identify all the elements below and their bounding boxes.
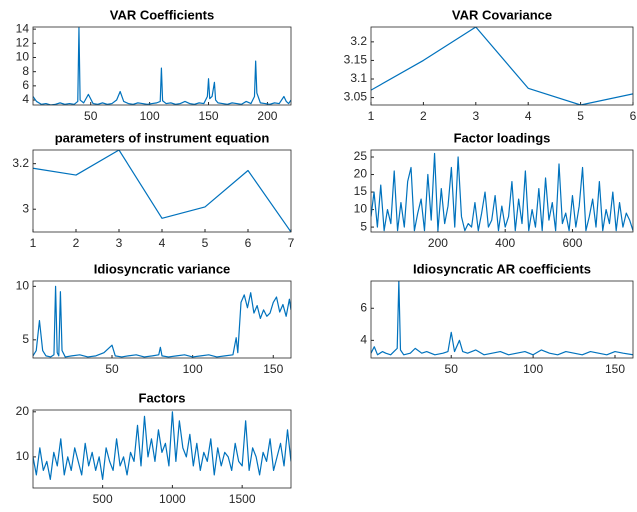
x-tick-label: 600 <box>562 236 582 250</box>
x-tick-label: 150 <box>605 362 625 376</box>
data-line <box>33 150 291 232</box>
x-tick-label: 2 <box>420 109 427 123</box>
data-line <box>371 27 633 105</box>
y-tick-label: 3.15 <box>344 53 368 67</box>
subplot-title: Idiosyncratic AR coefficients <box>413 261 591 276</box>
y-tick-label: 4 <box>22 92 29 106</box>
y-tick-label: 4 <box>360 333 367 347</box>
data-line <box>33 411 291 481</box>
x-tick-label: 100 <box>523 362 543 376</box>
axes-background <box>371 150 633 232</box>
x-tick-label: 7 <box>288 236 295 250</box>
data-line <box>33 285 291 358</box>
axes-background <box>33 281 291 358</box>
x-tick-label: 100 <box>183 362 203 376</box>
x-tick-label: 500 <box>93 492 113 506</box>
x-tick-label: 1 <box>368 109 375 123</box>
y-tick-label: 3.1 <box>350 71 367 85</box>
y-tick-label: 8 <box>22 64 29 78</box>
x-tick-label: 150 <box>263 362 283 376</box>
y-tick-label: 15 <box>354 184 368 198</box>
y-tick-label: 6 <box>22 78 29 92</box>
y-tick-label: 10 <box>16 449 30 463</box>
subplot-title: Factor loadings <box>454 130 551 145</box>
axes-background <box>371 281 633 358</box>
y-tick-label: 6 <box>360 300 367 314</box>
axes-box <box>370 149 634 233</box>
x-tick-label: 5 <box>202 236 209 250</box>
y-tick-label: 14 <box>16 21 30 35</box>
x-tick-label: 3 <box>116 236 123 250</box>
x-tick-label: 6 <box>630 109 637 123</box>
y-tick-label: 10 <box>16 279 30 293</box>
subplot-title: Factors <box>139 390 186 405</box>
x-tick-label: 3 <box>472 109 479 123</box>
y-tick-label: 20 <box>354 167 368 181</box>
x-tick-label: 5 <box>577 109 584 123</box>
x-tick-label: 200 <box>428 236 448 250</box>
x-tick-label: 50 <box>105 362 119 376</box>
y-tick-label: 12 <box>16 35 30 49</box>
x-tick-label: 150 <box>199 109 219 123</box>
x-tick-label: 1000 <box>159 492 186 506</box>
y-tick-label: 5 <box>22 332 29 346</box>
y-tick-label: 3.2 <box>350 34 367 48</box>
axes-background <box>33 150 291 232</box>
y-tick-label: 3.2 <box>12 156 29 170</box>
y-tick-label: 5 <box>360 219 367 233</box>
x-tick-label: 200 <box>257 109 277 123</box>
subplot-title: Idiosyncratic variance <box>94 261 231 276</box>
x-tick-label: 1500 <box>229 492 256 506</box>
y-tick-label: 25 <box>354 149 368 163</box>
x-tick-label: 4 <box>159 236 166 250</box>
y-tick-label: 10 <box>16 50 30 64</box>
x-tick-label: 100 <box>140 109 160 123</box>
y-tick-label: 10 <box>354 202 368 216</box>
data-line <box>371 281 633 356</box>
y-tick-label: 3.05 <box>344 90 368 104</box>
subplot-title: VAR Coefficients <box>110 7 215 22</box>
subplot-title: parameters of instrument equation <box>55 130 270 145</box>
x-tick-label: 400 <box>495 236 515 250</box>
axes-box <box>32 280 292 359</box>
x-tick-label: 50 <box>84 109 98 123</box>
subplot-title: VAR Covariance <box>452 7 552 22</box>
axes-background <box>371 27 633 105</box>
x-tick-label: 4 <box>525 109 532 123</box>
axes-box <box>370 280 634 359</box>
x-tick-label: 1 <box>30 236 37 250</box>
x-tick-label: 2 <box>73 236 80 250</box>
axes-box <box>370 26 634 106</box>
y-tick-label: 20 <box>16 404 30 418</box>
data-line <box>371 152 633 232</box>
axes-box <box>32 26 292 106</box>
x-tick-label: 50 <box>445 362 459 376</box>
data-line <box>33 27 291 105</box>
axes-box <box>32 149 292 233</box>
x-tick-label: 6 <box>245 236 252 250</box>
y-tick-label: 3 <box>22 201 29 215</box>
axes-box <box>32 409 292 489</box>
